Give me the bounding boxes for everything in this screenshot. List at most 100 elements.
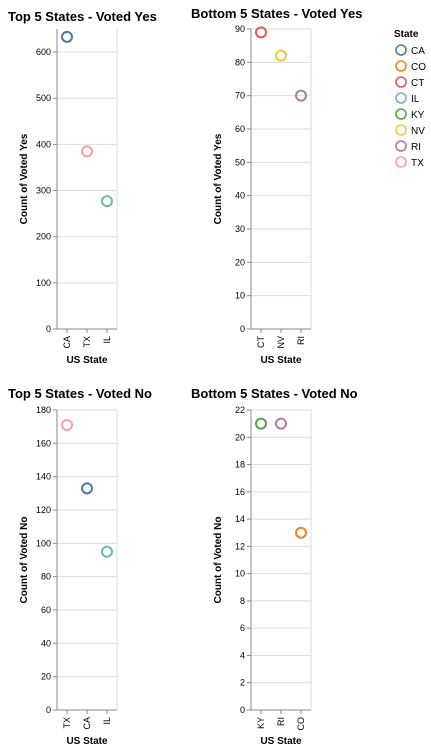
chart-title: Top 5 States - Voted No: [8, 386, 152, 401]
chart-panel-1: Top 5 States - Voted Yes 0 100 200 300 400 500…: [8, 9, 157, 366]
y-axis-title: Count of Voted No: [19, 516, 30, 603]
y-tick-label: 4: [240, 650, 245, 660]
x-tick-label: CT: [256, 336, 266, 348]
chart-title: Bottom 5 States - Voted No: [191, 386, 358, 401]
legend-symbol: [395, 108, 407, 120]
x-tick-label: TX: [62, 717, 72, 729]
y-tick-label: 40: [41, 638, 51, 648]
y-tick-label: 10: [235, 569, 245, 579]
y-tick-label: 2: [240, 678, 245, 688]
x-tick-label: IL: [102, 336, 112, 344]
legend-item-nv: NV: [395, 124, 425, 137]
y-tick-label: 0: [46, 324, 51, 334]
y-tick-label: 20: [235, 257, 245, 267]
x-axis-title: US State: [66, 355, 108, 366]
x-tick-label: RI: [296, 336, 306, 345]
data-point-il: [101, 195, 113, 208]
x-axis-title: US State: [66, 736, 108, 747]
legend-symbol: [395, 140, 407, 152]
legend-item-ct: CT: [395, 76, 424, 89]
y-tick-label: 70: [235, 91, 245, 101]
y-tick-label: 22: [235, 405, 245, 415]
y-tick-label: 140: [36, 472, 51, 482]
legend-item-ca: CA: [395, 44, 425, 57]
y-tick-label: 16: [235, 487, 245, 497]
chart-title: Top 5 States - Voted Yes: [8, 9, 157, 24]
y-tick-label: 8: [240, 596, 245, 606]
y-tick-label: 600: [36, 47, 51, 57]
x-tick-label: CO: [296, 717, 306, 731]
x-tick-label: NV: [276, 336, 286, 349]
legend-symbol: [395, 44, 407, 56]
y-tick-label: 300: [36, 186, 51, 196]
y-tick-label: 500: [36, 93, 51, 103]
x-tick-label: IL: [102, 717, 112, 725]
legend-symbol: [395, 60, 407, 72]
legend: State CA CO CT IL KY NV RI TX: [394, 29, 426, 169]
data-point-nv: [275, 49, 287, 62]
y-tick-label: 400: [36, 139, 51, 149]
data-point-ca: [61, 30, 73, 43]
legend-symbol: [395, 76, 407, 88]
y-tick-label: 10: [235, 291, 245, 301]
legend-label: IL: [411, 94, 420, 105]
legend-label: NV: [411, 126, 425, 137]
y-tick-label: 14: [235, 514, 245, 524]
data-point-ct: [255, 26, 267, 39]
legend-item-co: CO: [395, 60, 426, 73]
y-tick-label: 100: [36, 278, 51, 288]
chart-title: Bottom 5 States - Voted Yes: [191, 6, 362, 21]
data-point-ri: [295, 89, 307, 102]
chart-panels: Top 5 States - Voted Yes0100200300400500…: [8, 6, 362, 747]
y-tick-label: 0: [240, 324, 245, 334]
chart-panel-2: Bottom 5 States - Voted Yes 0 10 20 30 40 50 60…: [191, 6, 362, 366]
chart-panel-4: Bottom 5 States - Voted No 0 2 4 6 8 10 12 14 16 1…: [191, 386, 358, 747]
x-axis-title: US State: [260, 736, 302, 747]
y-tick-label: 180: [36, 405, 51, 415]
y-tick-label: 60: [235, 124, 245, 134]
legend-item-tx: TX: [395, 156, 424, 169]
x-tick-label: CA: [82, 717, 92, 730]
legend-label: CO: [411, 62, 426, 73]
legend-item-ky: KY: [395, 108, 425, 121]
data-point-il: [101, 545, 113, 558]
y-axis-title: Count of Voted No: [213, 516, 224, 603]
x-tick-label: CA: [62, 336, 72, 349]
y-tick-label: 18: [235, 460, 245, 470]
legend-label: CA: [411, 46, 425, 57]
x-axis-title: US State: [260, 355, 302, 366]
data-point-ky: [255, 417, 267, 430]
legend-label: RI: [411, 142, 421, 153]
y-tick-label: 100: [36, 538, 51, 548]
y-tick-label: 0: [46, 705, 51, 715]
legend-label: KY: [411, 110, 425, 121]
x-tick-label: KY: [256, 717, 266, 729]
y-tick-label: 30: [235, 224, 245, 234]
y-axis-title: Count of Voted Yes: [213, 133, 224, 224]
y-tick-label: 50: [235, 157, 245, 167]
y-tick-label: 60: [41, 605, 51, 615]
data-point-tx: [61, 419, 73, 431]
y-tick-label: 0: [240, 705, 245, 715]
y-tick-label: 40: [235, 191, 245, 201]
y-tick-label: 200: [36, 232, 51, 242]
legend-label: TX: [411, 158, 424, 169]
data-point-tx: [81, 145, 93, 158]
data-point-ca: [81, 482, 93, 495]
y-tick-label: 12: [235, 541, 245, 551]
legend-label: CT: [411, 78, 424, 89]
legend-title: State: [394, 29, 419, 40]
legend-symbol: [395, 92, 407, 104]
y-tick-label: 20: [41, 672, 51, 682]
chart-panel-3: Top 5 States - Voted No 0 20 40 60 80 100 120 14…: [8, 386, 152, 747]
y-tick-label: 80: [235, 57, 245, 67]
legend-symbol: [395, 124, 407, 136]
x-tick-label: RI: [276, 717, 286, 726]
y-tick-label: 90: [235, 24, 245, 34]
data-point-ri: [275, 417, 287, 430]
x-tick-label: TX: [82, 336, 92, 348]
y-tick-label: 160: [36, 438, 51, 448]
y-tick-label: 120: [36, 505, 51, 515]
y-axis-title: Count of Voted Yes: [19, 133, 30, 224]
